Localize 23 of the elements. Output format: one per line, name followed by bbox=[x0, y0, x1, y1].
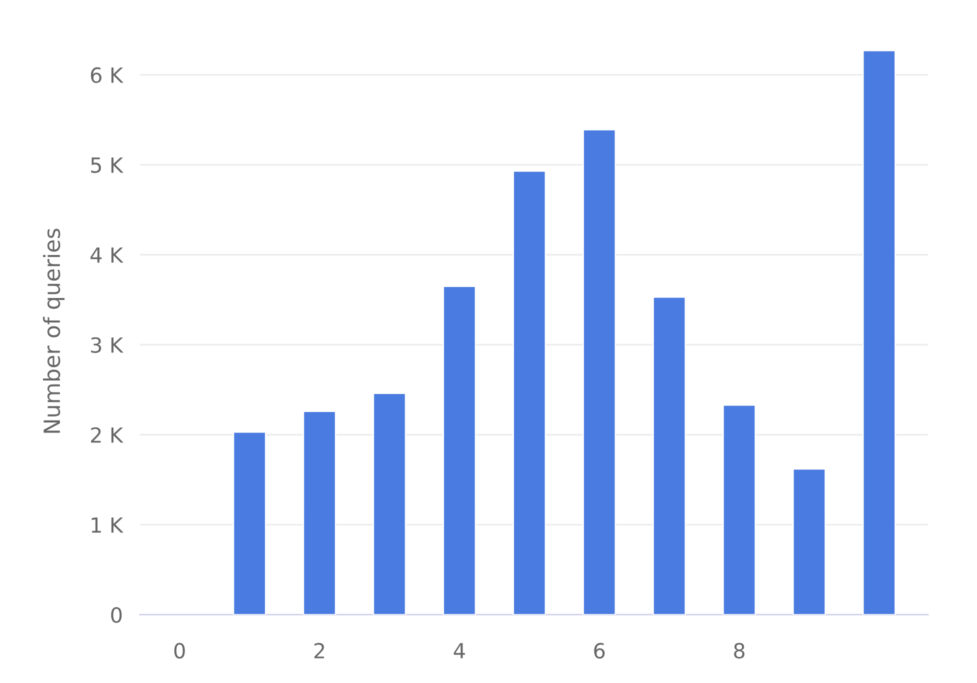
x-tick-label: 2 bbox=[314, 642, 324, 658]
y-tick-label: 1 K bbox=[92, 517, 124, 533]
y-tick-label: 6 K bbox=[90, 67, 124, 84]
y-tick-label: 2 K bbox=[91, 427, 124, 443]
bar bbox=[372, 392, 406, 615]
x-tick-label: 4 bbox=[454, 643, 465, 658]
y-tick-label: 5 K bbox=[91, 158, 124, 173]
y-axis-title: Number of queries bbox=[43, 228, 65, 433]
x-tick-label: 0 bbox=[174, 642, 185, 659]
bar bbox=[792, 468, 826, 615]
y-tick-label: 4 K bbox=[90, 247, 124, 263]
bar bbox=[582, 129, 616, 615]
bar bbox=[232, 431, 266, 615]
bar bbox=[302, 410, 336, 615]
bar bbox=[862, 50, 896, 615]
x-tick-label: 6 bbox=[594, 642, 605, 659]
bar bbox=[652, 296, 686, 615]
y-tick-label: 0 bbox=[111, 607, 122, 623]
x-tick-label: 8 bbox=[734, 642, 744, 659]
bar bbox=[512, 170, 546, 615]
bar bbox=[722, 404, 756, 615]
y-tick-label: 3 K bbox=[91, 337, 124, 353]
bar bbox=[442, 286, 476, 615]
